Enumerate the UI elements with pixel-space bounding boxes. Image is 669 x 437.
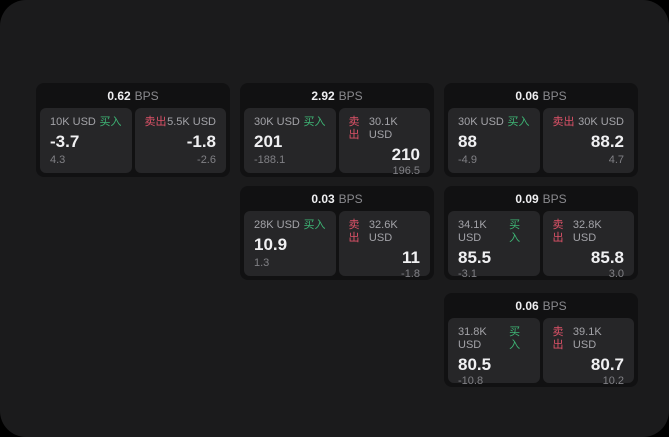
- sell-side-label: 卖出: [348, 219, 360, 244]
- quote-panels: 10K USD 买入 -3.7 4.3 卖出 5.5K USD -1.8 -2.…: [36, 108, 230, 173]
- buy-panel[interactable]: 10K USD 买入 -3.7 4.3: [40, 108, 132, 173]
- buy-side-label: 买入: [507, 116, 530, 128]
- quote-panels: 28K USD 买入 10.9 1.3 卖出 32.6K USD 11 -1.8: [240, 211, 434, 280]
- buy-panel[interactable]: 30K USD 买入 88 -4.9: [448, 108, 540, 173]
- buy-price: 85.5: [458, 248, 492, 267]
- bps-value: 0.09: [515, 191, 539, 206]
- buy-sub-value: -10.8: [458, 375, 484, 387]
- bps-value: 0.03: [311, 191, 335, 206]
- sell-side-label: 卖出: [552, 116, 575, 128]
- bps-header: 0.03 BPS: [240, 186, 434, 211]
- buy-panel[interactable]: 34.1K USD 买入 85.5 -3.1: [448, 211, 540, 280]
- sell-panel[interactable]: 卖出 32.6K USD 11 -1.8: [338, 211, 430, 280]
- quote-panels: 31.8K USD 买入 80.5 -10.8 卖出 39.1K USD 80.…: [444, 318, 638, 387]
- quote-card-2: 2.92 BPS 30K USD 买入 201 -188.1 卖出 30.1K …: [240, 83, 434, 177]
- sell-sub-value: -2.6: [197, 154, 216, 166]
- sell-amount: 32.8K USD: [572, 219, 602, 244]
- bps-value: 0.06: [515, 298, 539, 313]
- sell-sub-value: 4.7: [608, 154, 624, 166]
- bps-unit-label: BPS: [542, 298, 567, 313]
- buy-panel[interactable]: 28K USD 买入 10.9 1.3: [244, 211, 336, 276]
- sell-panel[interactable]: 卖出 39.1K USD 80.7 10.2: [542, 318, 634, 387]
- quote-card-6: 0.06 BPS 31.8K USD 买入 80.5 -10.8 卖出 39.1…: [444, 293, 638, 387]
- bps-header: 2.92 BPS: [240, 83, 434, 108]
- sell-panel[interactable]: 卖出 32.8K USD 85.8 3.0: [542, 211, 634, 280]
- bps-header: 0.09 BPS: [444, 186, 638, 211]
- buy-price: -3.7: [50, 132, 80, 151]
- sell-price: 210: [391, 145, 420, 164]
- bps-header: 0.06 BPS: [444, 293, 638, 318]
- buy-price: 88: [458, 132, 477, 151]
- sell-panel[interactable]: 卖出 5.5K USD -1.8 -2.6: [134, 108, 226, 173]
- bps-unit-label: BPS: [338, 191, 363, 206]
- sell-price: 85.8: [590, 248, 624, 267]
- sell-price: 11: [402, 248, 420, 267]
- sell-amount: 32.6K USD: [368, 219, 398, 244]
- buy-sub-value: -4.9: [458, 154, 477, 166]
- sell-price: -1.8: [186, 132, 216, 151]
- buy-side-label: 买入: [303, 219, 326, 231]
- sell-sub-value: 196.5: [392, 165, 420, 177]
- quote-panels: 30K USD 买入 201 -188.1 卖出 30.1K USD 210 1…: [240, 108, 434, 177]
- sell-amount: 30.1K USD: [368, 116, 398, 141]
- bps-unit-label: BPS: [134, 88, 159, 103]
- bps-value: 0.06: [515, 88, 539, 103]
- bps-unit-label: BPS: [542, 191, 567, 206]
- sell-side-label: 卖出: [552, 219, 564, 244]
- sell-amount: 30K USD: [578, 116, 624, 128]
- quote-card-3: 0.06 BPS 30K USD 买入 88 -4.9 卖出 30K USD 8…: [444, 83, 638, 177]
- buy-amount: 10K USD: [50, 116, 96, 128]
- buy-side-label: 买入: [99, 116, 122, 128]
- sell-panel[interactable]: 卖出 30.1K USD 210 196.5: [338, 108, 430, 177]
- bps-unit-label: BPS: [338, 88, 363, 103]
- buy-price: 10.9: [254, 235, 288, 254]
- bps-value: 2.92: [311, 88, 335, 103]
- buy-panel[interactable]: 31.8K USD 买入 80.5 -10.8: [448, 318, 540, 387]
- sell-sub-value: 10.2: [602, 375, 624, 387]
- sell-sub-value: -1.8: [401, 268, 420, 280]
- buy-sub-value: -3.1: [458, 268, 477, 280]
- quote-card-5: 0.09 BPS 34.1K USD 买入 85.5 -3.1 卖出 32.8K…: [444, 186, 638, 280]
- sell-amount: 39.1K USD: [572, 326, 602, 351]
- bps-value: 0.62: [107, 88, 131, 103]
- buy-amount: 30K USD: [458, 116, 504, 128]
- buy-side-label: 买入: [303, 116, 326, 128]
- quote-card-4: 0.03 BPS 28K USD 买入 10.9 1.3 卖出 32.6K US…: [240, 186, 434, 280]
- buy-side-label: 买入: [509, 219, 521, 244]
- buy-sub-value: 1.3: [254, 257, 270, 269]
- buy-panel[interactable]: 30K USD 买入 201 -188.1: [244, 108, 336, 173]
- bps-unit-label: BPS: [542, 88, 567, 103]
- buy-amount: 28K USD: [254, 219, 300, 231]
- sell-side-label: 卖出: [144, 116, 167, 128]
- quote-panels: 34.1K USD 买入 85.5 -3.1 卖出 32.8K USD 85.8…: [444, 211, 638, 280]
- sell-side-label: 卖出: [552, 326, 564, 351]
- buy-amount: 30K USD: [254, 116, 300, 128]
- buy-amount: 34.1K USD: [458, 219, 487, 244]
- buy-sub-value: 4.3: [50, 154, 66, 166]
- bps-header: 0.62 BPS: [36, 83, 230, 108]
- sell-price: 80.7: [590, 355, 624, 374]
- quote-card-1: 0.62 BPS 10K USD 买入 -3.7 4.3 卖出 5.5K USD…: [36, 83, 230, 177]
- buy-price: 201: [254, 132, 283, 151]
- sell-price: 88.2: [590, 132, 624, 151]
- buy-price: 80.5: [458, 355, 492, 374]
- sell-side-label: 卖出: [348, 116, 360, 141]
- sell-amount: 5.5K USD: [167, 116, 216, 128]
- buy-sub-value: -188.1: [254, 154, 286, 166]
- sell-sub-value: 3.0: [608, 268, 624, 280]
- bps-header: 0.06 BPS: [444, 83, 638, 108]
- buy-amount: 31.8K USD: [458, 326, 487, 351]
- sell-panel[interactable]: 卖出 30K USD 88.2 4.7: [542, 108, 634, 173]
- buy-side-label: 买入: [509, 326, 521, 351]
- quote-panels: 30K USD 买入 88 -4.9 卖出 30K USD 88.2 4.7: [444, 108, 638, 173]
